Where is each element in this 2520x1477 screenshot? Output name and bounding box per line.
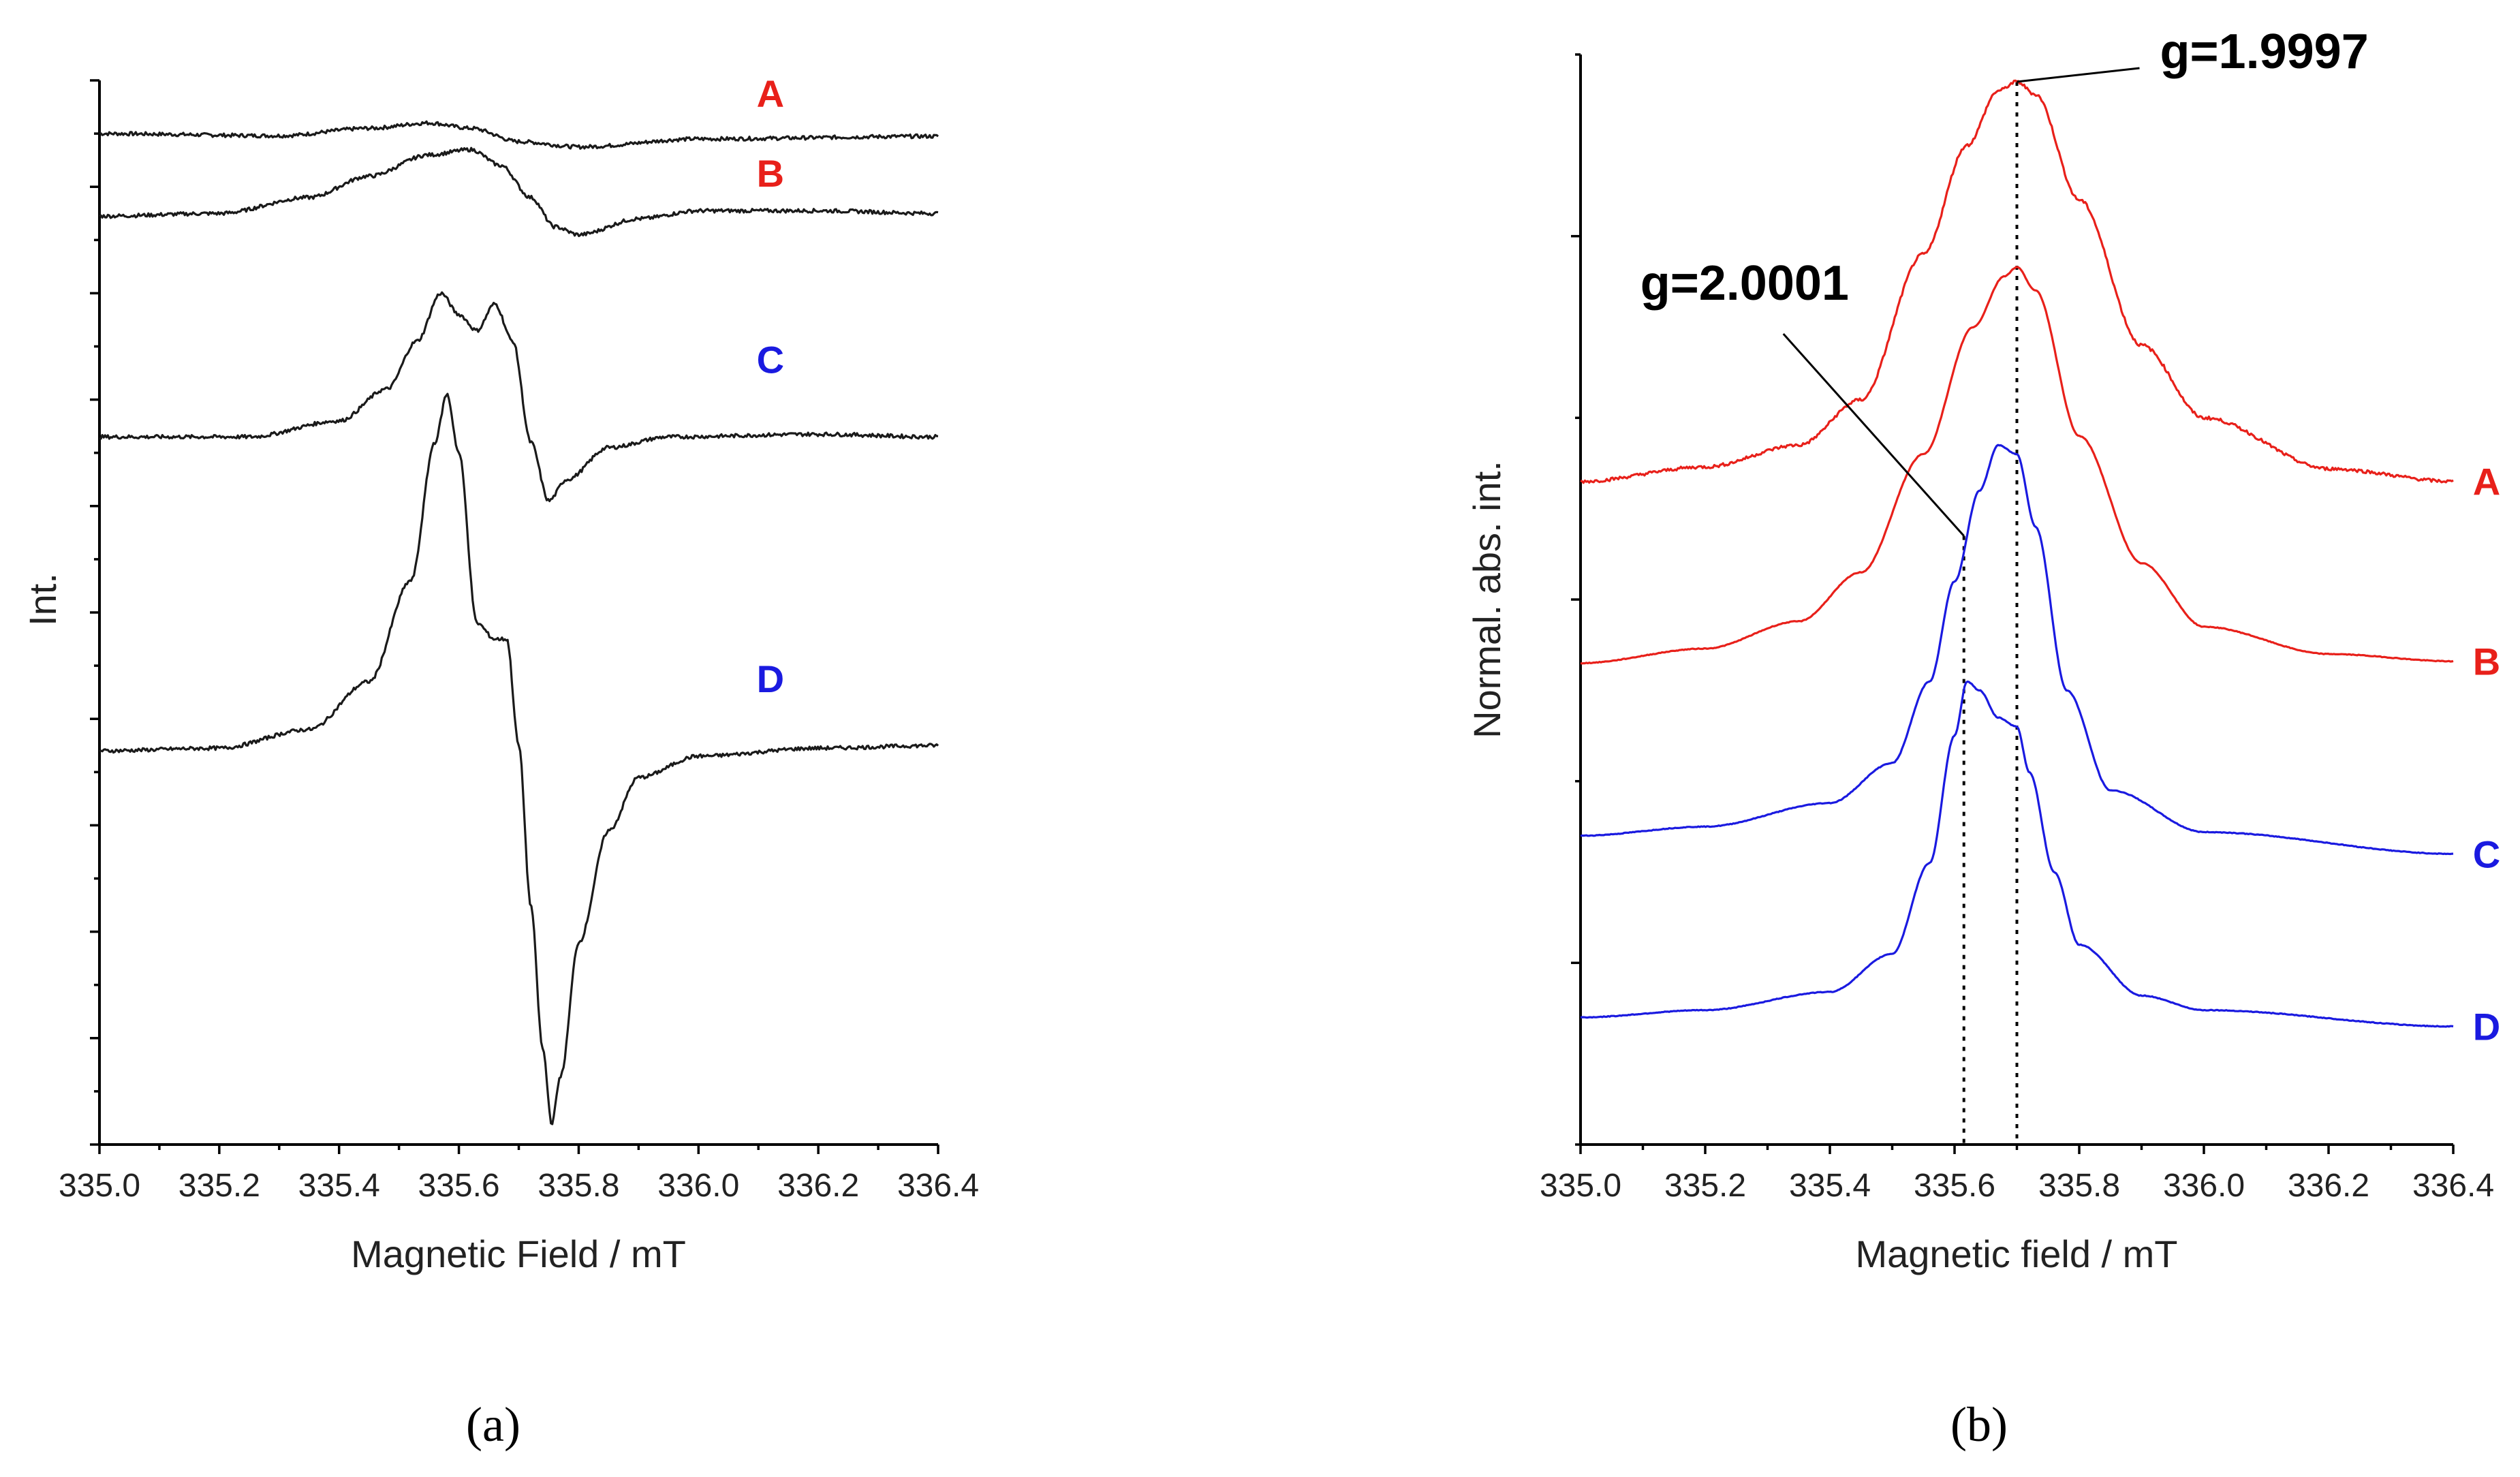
x-tick-label: 335.6 xyxy=(1914,1168,1995,1204)
series-label-b: B xyxy=(2473,640,2500,683)
panel-a-caption: (a) xyxy=(466,1397,520,1452)
x-tick-label: 336.2 xyxy=(777,1168,859,1204)
g-value-label: g=1.9997 xyxy=(2160,25,2369,79)
x-tick-label: 335.2 xyxy=(178,1168,260,1204)
x-tick-label: 336.2 xyxy=(2288,1168,2369,1204)
panel-b-series-labels: A B C D xyxy=(2473,461,2500,1048)
panel-b-y-axis-title: Normal. abs. int. xyxy=(1465,461,1508,738)
panel-a-series-labels: AB C D xyxy=(757,72,784,700)
trace-d xyxy=(99,392,939,1125)
x-tick-label: 335.6 xyxy=(418,1168,500,1204)
x-tick-label: 335.4 xyxy=(298,1168,380,1204)
panel-b: 335.0 335.2 335.4 335.6 335.8 336.0 336.2 336.4… xyxy=(1465,25,2500,1452)
panel-b-guides xyxy=(1962,82,2019,1145)
panel-a-traces xyxy=(99,120,939,1125)
x-tick-label: 336.4 xyxy=(897,1168,979,1204)
x-tick-label: 335.0 xyxy=(1540,1168,1621,1204)
x-tick-label: 335.2 xyxy=(1664,1168,1746,1204)
g-value-leader xyxy=(2017,67,2140,83)
panel-a-y-axis-title: Int. xyxy=(21,573,64,626)
trace-d xyxy=(1580,680,2454,1028)
trace-b xyxy=(99,146,939,238)
panel-b-y-ticks xyxy=(1571,53,1581,1146)
panel-a-y-ticks xyxy=(90,79,99,1146)
panel-a-x-axis-title: Magnetic Field / mT xyxy=(351,1232,686,1275)
series-label-d: D xyxy=(757,657,784,700)
trace-b xyxy=(1580,266,2454,665)
series-label-c: C xyxy=(2473,833,2500,875)
series-label-a: A xyxy=(2473,461,2500,503)
series-label-d: D xyxy=(2473,1006,2500,1048)
panel-b-x-axis-title: Magnetic field / mT xyxy=(1855,1232,2177,1275)
x-tick-label: 336.4 xyxy=(2412,1168,2494,1204)
g-value-label: g=2.0001 xyxy=(1640,256,1849,311)
panel-a-x-ticks: 335.0 335.2 335.4 335.6 335.8 336.0 336.2 336.4 xyxy=(59,1145,979,1204)
trace-c xyxy=(99,291,939,503)
x-tick-label: 336.0 xyxy=(657,1168,739,1204)
panel-b-x-ticks: 335.0 335.2 335.4 335.6 335.8 336.0 336.2 336.4 xyxy=(1540,1145,2494,1204)
g-value-leader xyxy=(1782,333,1965,537)
panel-a: 335.0 335.2 335.4 335.6 335.8 336.0 336.2 336.4… xyxy=(21,72,979,1452)
x-tick-label: 335.8 xyxy=(538,1168,619,1204)
panel-b-annotations: g=1.9997 g=2.0001 xyxy=(1640,25,2369,537)
series-label-b: B xyxy=(757,152,784,195)
trace-c xyxy=(1580,444,2454,856)
x-tick-label: 335.8 xyxy=(2038,1168,2120,1204)
series-label-c: C xyxy=(757,339,784,382)
panel-b-caption: (b) xyxy=(1950,1397,2008,1452)
x-tick-label: 335.4 xyxy=(1789,1168,1871,1204)
trace-a xyxy=(99,120,939,150)
x-tick-label: 335.0 xyxy=(59,1168,140,1204)
series-label-a: A xyxy=(757,72,784,115)
x-tick-label: 336.0 xyxy=(2163,1168,2245,1204)
